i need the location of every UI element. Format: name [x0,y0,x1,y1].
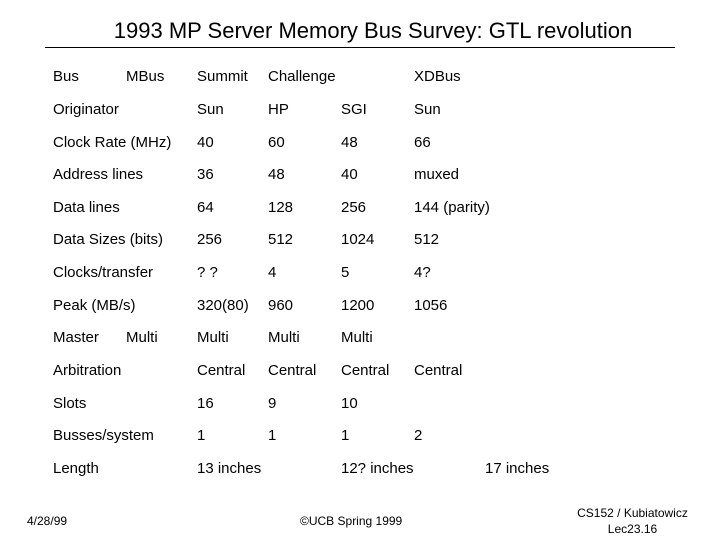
cell-xdbus: 1056 [414,297,448,314]
footer-copyright: ©UCB Spring 1999 [300,514,403,528]
cell-summit: 320(80) [197,297,249,314]
row-label: Peak (MB/s) [53,297,136,314]
row-label: Originator [53,101,119,118]
cell-summit: 256 [197,231,223,248]
cell-challenge: 960 [268,297,294,314]
cell-xdbus: 4? [414,264,431,281]
header-bus: Bus [53,68,79,85]
cell-summit: Multi [197,329,229,346]
footer-lecture-number: Lec23.16 [607,522,658,536]
row-label: Clock Rate (MHz) [53,134,172,151]
header-challenge: Challenge [268,68,336,85]
footer-course-title: CS152 / Kubiatowicz [577,506,688,520]
row-label-secondary: Multi [126,329,158,346]
cell-xdbus: 66 [414,134,431,151]
cell-challenge: 512 [268,231,294,248]
cell-challenge: 1 [268,427,277,444]
cell-summit: 1 [197,427,206,444]
cell-summit: 13 inches [197,460,262,477]
header-xdbus: XDBus [414,68,461,85]
row-label: Length [53,460,99,477]
title-underline [45,47,675,48]
header-mbus: MBus [126,68,165,85]
cell-col4: 1024 [341,231,375,248]
cell-col4: 1200 [341,297,375,314]
cell-challenge: 4 [268,264,277,281]
cell-summit: 64 [197,199,214,216]
table-row: Arbitration Central Central Central Central [0,362,720,382]
cell-challenge: 60 [268,134,285,151]
table-row: Originator Sun HP SGI Sun [0,101,720,121]
row-label: Slots [53,395,87,412]
cell-col4: 5 [341,264,350,281]
table-row: Master Multi Multi Multi Multi [0,329,720,349]
cell-summit: 36 [197,166,214,183]
cell-xdbus: 512 [414,231,440,248]
cell-col4: Central [341,362,390,379]
row-label: Address lines [53,166,144,183]
cell-summit: Central [197,362,246,379]
cell-col4: Multi [341,329,373,346]
cell-extra: 17 inches [485,460,550,477]
cell-col4: 12? inches [341,460,414,477]
cell-xdbus: muxed [414,166,460,183]
cell-col4: 1 [341,427,350,444]
slide-title: 1993 MP Server Memory Bus Survey: GTL re… [113,18,633,43]
cell-xdbus: Sun [414,101,441,118]
row-label: Busses/system [53,427,154,444]
table-row: Clocks/transfer ? ? 4 5 4? [0,264,720,284]
row-label: Data Sizes (bits) [53,231,164,248]
row-label: Master [53,329,99,346]
cell-challenge: 9 [268,395,277,412]
table-row: Clock Rate (MHz) 40 60 48 66 [0,134,720,154]
cell-summit: 40 [197,134,214,151]
cell-xdbus: 144 (parity) [414,199,490,216]
cell-xdbus: Central [414,362,463,379]
header-summit: Summit [197,68,248,85]
cell-col4: SGI [341,101,367,118]
row-label: Arbitration [53,362,122,379]
cell-col4: 48 [341,134,358,151]
cell-xdbus: 2 [414,427,423,444]
footer-date: 4/28/99 [27,514,68,528]
table-row: Data lines 64 128 256 144 (parity) [0,199,720,219]
row-label: Data lines [53,199,120,216]
table-row: Slots 16 9 10 [0,395,720,415]
table-row: Busses/system 1 1 1 2 [0,427,720,447]
cell-challenge: Multi [268,329,300,346]
footer-course: CS152 / Kubiatowicz Lec23.16 [545,505,720,537]
table-row: Address lines 36 48 40 muxed [0,166,720,186]
cell-summit: 16 [197,395,214,412]
cell-col4: 40 [341,166,358,183]
cell-col4: 256 [341,199,367,216]
table-row: Peak (MB/s) 320(80) 960 1200 1056 [0,297,720,317]
table-row: Length 13 inches 12? inches 17 inches [0,460,720,480]
cell-challenge: 128 [268,199,294,216]
cell-challenge: HP [268,101,289,118]
cell-challenge: Central [268,362,317,379]
cell-summit: ? ? [197,264,218,281]
row-label: Clocks/transfer [53,264,154,281]
table-row: Data Sizes (bits) 256 512 1024 512 [0,231,720,251]
cell-col4: 10 [341,395,358,412]
cell-summit: Sun [197,101,224,118]
cell-challenge: 48 [268,166,285,183]
